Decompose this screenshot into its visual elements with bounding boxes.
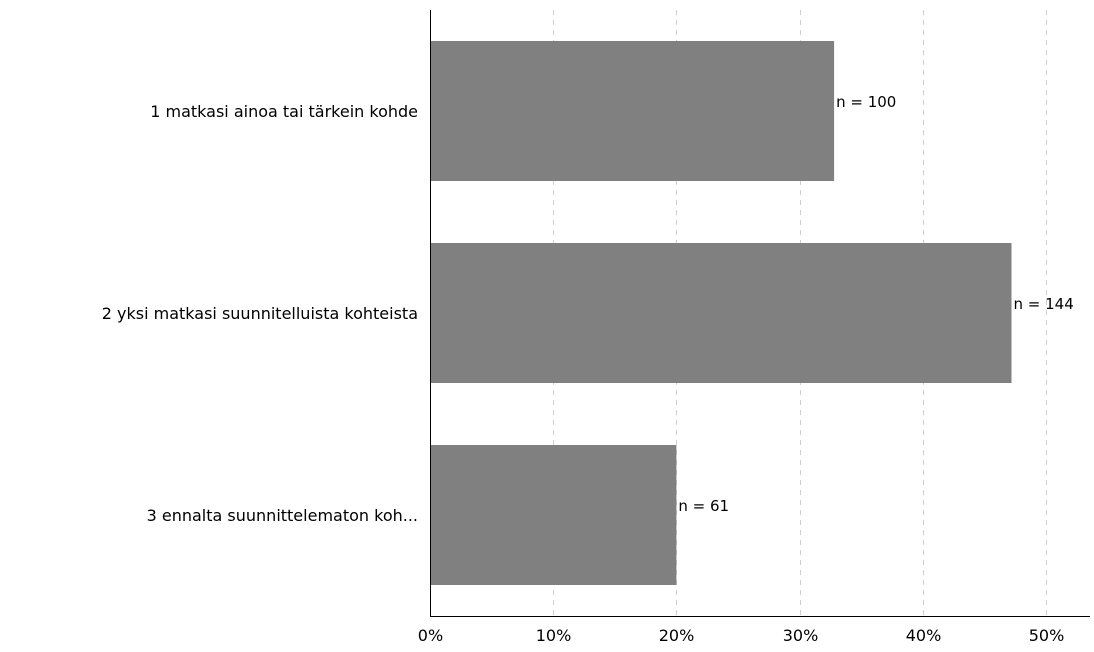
category-label-1: 1 matkasi ainoa tai tärkein kohde xyxy=(150,102,418,121)
category-label-3: 3 ennalta suunnittelematon koh... xyxy=(147,506,418,525)
x-tick-label-50: 50% xyxy=(1029,626,1065,645)
bar-1 xyxy=(430,41,835,181)
data-label-3: n = 61 xyxy=(678,497,729,515)
labels: 0% 10% 20% 30% 40% 50% 1 matkasi ainoa tai tär… xyxy=(102,93,1074,645)
bars xyxy=(430,41,1012,585)
axes xyxy=(430,10,1090,617)
x-tick-label-30: 30% xyxy=(783,626,819,645)
data-label-1: n = 100 xyxy=(836,93,896,111)
data-label-2: n = 144 xyxy=(1014,295,1074,313)
x-tick-label-40: 40% xyxy=(906,626,942,645)
x-tick-label-0: 0% xyxy=(418,626,443,645)
category-label-2: 2 yksi matkasi suunnitelluista kohteista xyxy=(102,304,418,323)
bar-3 xyxy=(430,445,677,585)
x-tick-label-10: 10% xyxy=(536,626,572,645)
bar-2 xyxy=(430,243,1012,383)
x-tick-label-20: 20% xyxy=(659,626,695,645)
